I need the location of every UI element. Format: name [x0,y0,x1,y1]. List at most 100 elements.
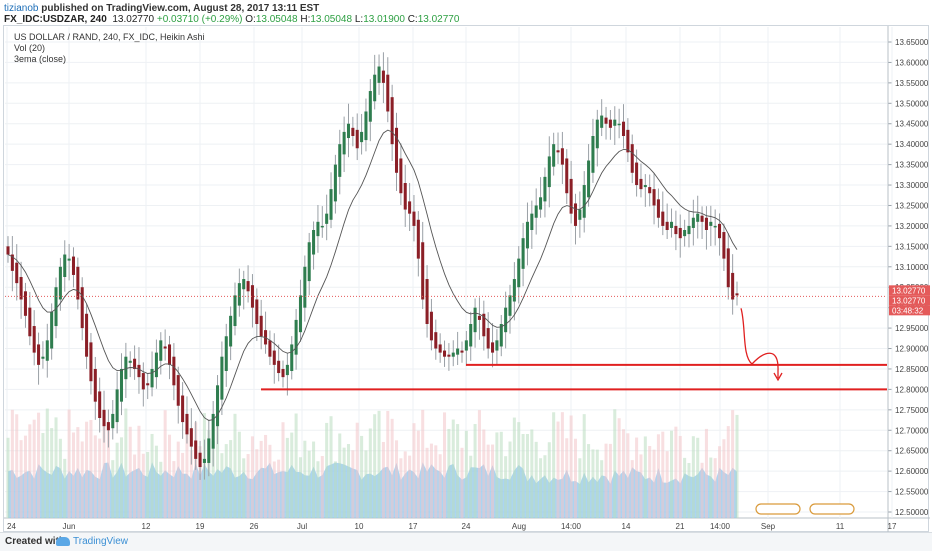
candle-body [67,258,71,261]
volume-bar [10,409,14,518]
volume-bar [408,455,412,518]
volume-bar [709,457,713,518]
candle-body [23,291,27,316]
volume-bar [416,430,420,518]
candle-body [229,315,233,347]
author-name[interactable]: tizianob [4,3,39,14]
candle-body [451,352,455,357]
volume-bar [67,409,71,518]
low-value: 13.01900 [363,14,405,25]
candle-body [560,148,564,165]
volume-bar [320,456,324,518]
candle-body [543,176,547,202]
candle-body [517,258,521,288]
volume-bar [639,454,643,518]
candle-body [377,66,381,83]
candle-body [329,189,333,220]
tradingview-brand[interactable]: TradingView [73,536,129,547]
candle-body [665,221,669,230]
volume-bar [298,457,302,518]
volume-bar [312,441,316,518]
candle-body [176,375,180,406]
volume-bar [731,410,735,518]
volume-bar [63,458,67,518]
candle-body [530,213,534,230]
volume-bar [530,429,534,518]
price-chart[interactable]: 13.65000 13.60000 13.55000 13.50000 13.45000… [4,26,930,533]
candle-body [102,409,106,427]
volume-bar [181,452,185,518]
volume-bar [443,412,447,518]
volume-bar [163,410,167,518]
volume-bar [58,438,62,518]
candle-body [237,283,241,306]
volume-bar [687,462,691,518]
candle-body [443,350,447,357]
candle-body [652,189,656,206]
price-tag-label: 03:48:32 [892,306,924,315]
volume-bar [189,450,193,518]
volume-bar [539,458,543,518]
price-tag-box [889,285,930,296]
candle-body [211,413,215,449]
candle-body [133,358,137,369]
candle-body [71,256,75,275]
volume-bar [242,458,246,518]
candle-body [303,266,307,308]
volume-bar [229,440,233,518]
volume-bar [124,408,128,518]
volume-bar [89,419,93,518]
candle-body [146,383,150,386]
price-tag-label: 13.02770 [892,286,926,295]
volume-bar [167,434,172,518]
time-tick-label: 14:00 [710,522,731,531]
volume-bar [425,447,429,518]
candle-body [194,440,198,459]
volume-bar [656,434,660,518]
volume-bar [464,430,468,518]
price-tick-label: 13.20000 [895,222,929,231]
time-tick-label: Jul [297,522,307,531]
tradingview-logo-icon [56,537,70,546]
candle-body [416,219,420,259]
volume-bar [412,423,416,518]
candle-body [312,230,316,255]
volume-bar [364,450,368,518]
volume-bar [333,461,337,518]
volume-bar [534,441,538,518]
candle-body [499,324,503,347]
volume-bar [525,434,529,518]
chart-frame[interactable]: 13.65000 13.60000 13.55000 13.50000 13.45000… [3,25,930,533]
close-value: 13.02770 [417,14,460,25]
candle-body [482,313,486,337]
candle-body [670,221,674,228]
projection-arrowhead [773,372,783,382]
volume-bar [648,446,652,518]
candle-body [150,368,154,388]
volume-bar [346,444,351,518]
price-tick-label: 12.80000 [895,385,929,394]
volume-bar [582,414,586,518]
candle-body [259,315,263,337]
candle-body [394,127,399,173]
volume-bar [154,445,158,518]
candle-body [167,344,172,365]
volume-bar [50,428,54,518]
time-tick-label: 17 [409,522,418,531]
candle-body [189,428,193,447]
candle-body [691,217,695,228]
candle-body [709,221,713,226]
candle-body [159,340,163,361]
volume-bar [176,441,180,518]
volume-bar [386,410,390,518]
candle-body [390,97,394,145]
volume-bar [294,413,298,518]
volume-bar [246,454,250,518]
price-tick-label: 13.50000 [895,99,929,108]
volume-bar [477,410,481,518]
volume-bar [185,426,189,518]
volume-bar [456,424,460,518]
event-badge [755,503,801,515]
legend-ema: 3ema (close) [14,54,67,64]
candle-body [525,221,529,249]
